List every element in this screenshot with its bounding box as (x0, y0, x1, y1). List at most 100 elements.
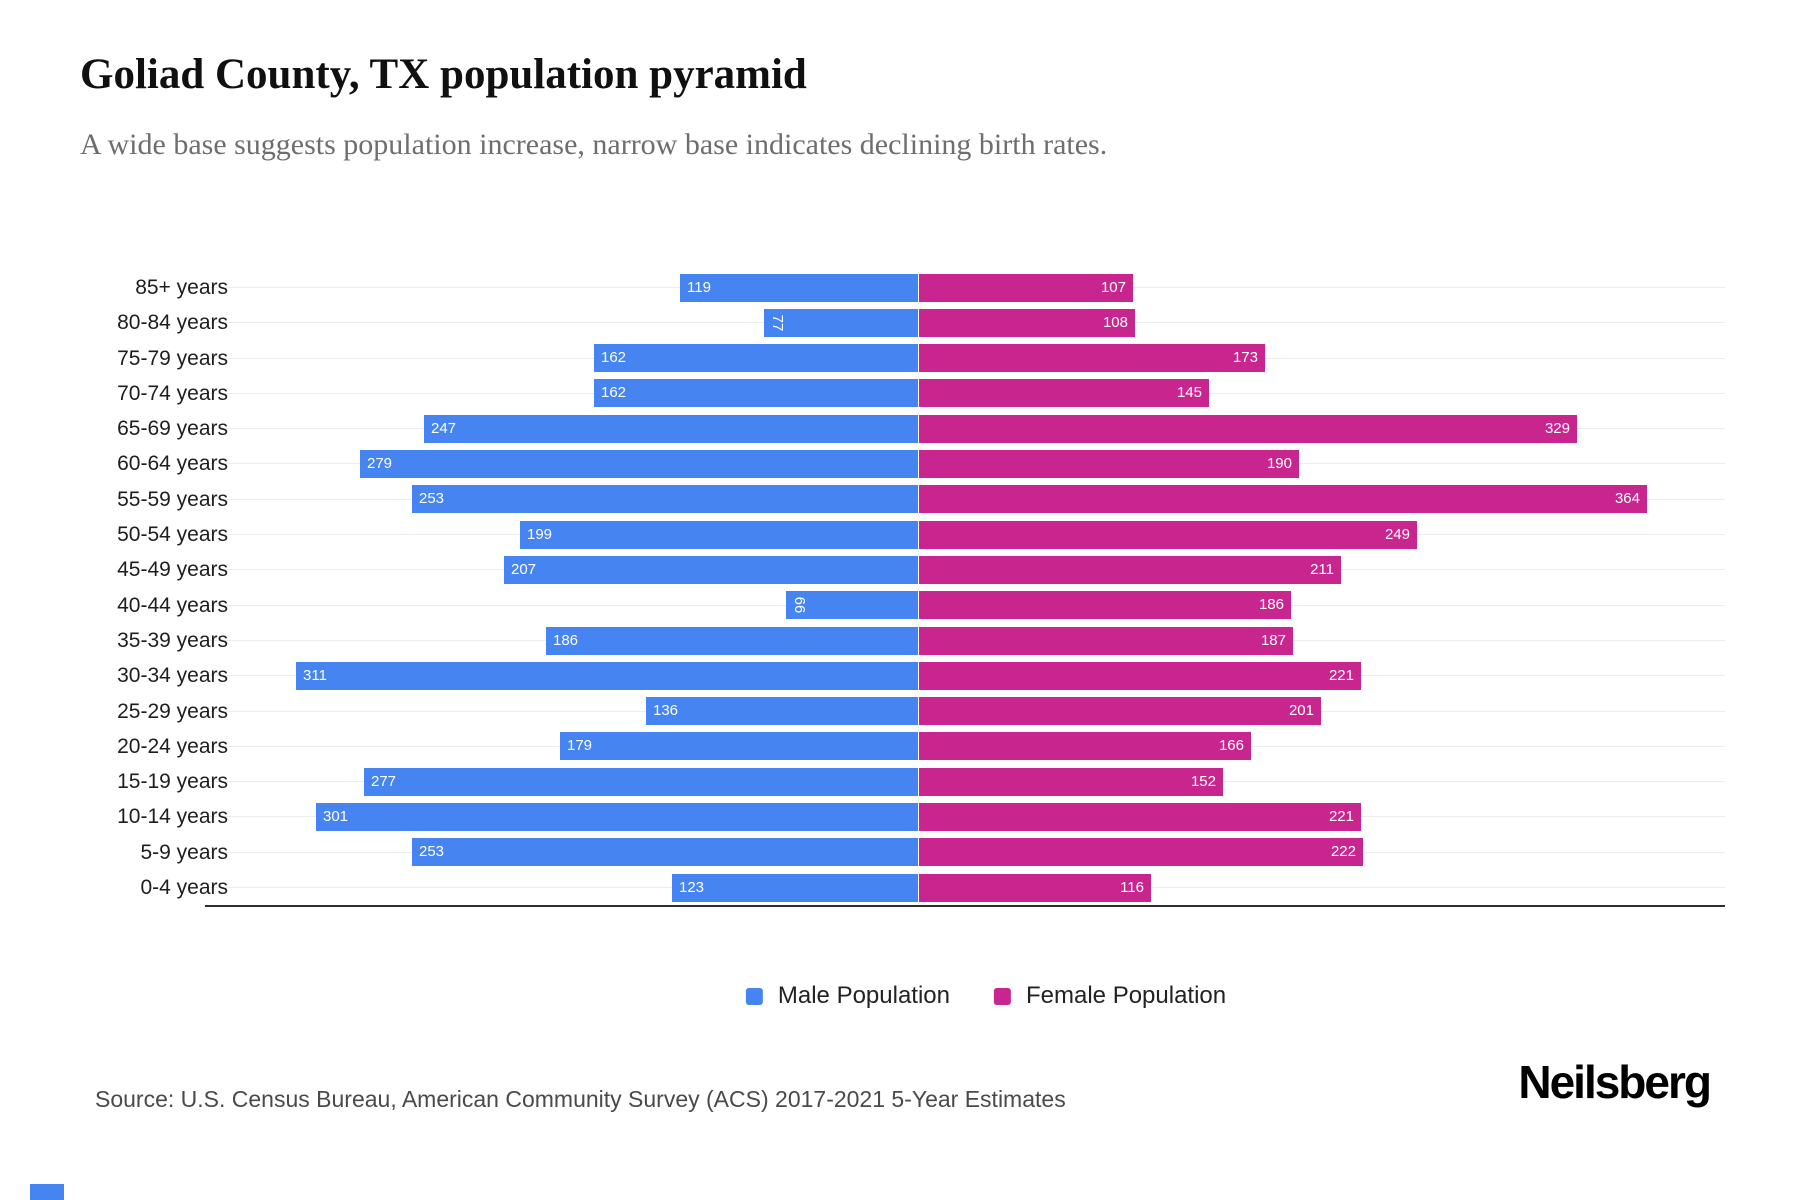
male-legend-swatch-icon (745, 987, 763, 1005)
legend-item-male[interactable]: Male Population (745, 982, 950, 1010)
male-bar[interactable]: 77 (764, 308, 918, 337)
page-subtitle: A wide base suggests population increase… (80, 128, 1108, 161)
age-tick-label: 30-34 years (117, 664, 228, 688)
female-bar[interactable]: 166 (919, 732, 1251, 761)
age-tick-label: 75-79 years (117, 346, 228, 370)
male-bar[interactable]: 136 (646, 697, 918, 726)
female-value-label: 108 (1102, 313, 1128, 331)
age-tick-label: 5-9 years (140, 840, 228, 864)
female-bar[interactable]: 173 (919, 344, 1265, 373)
pyramid-row: 75-79 years 162 173 (0, 341, 1800, 376)
pyramid-row: 20-24 years 179 166 (0, 729, 1800, 764)
male-value-label: 253 (419, 843, 445, 861)
female-value-label: 116 (1120, 878, 1144, 896)
female-value-label: 173 (1232, 349, 1258, 367)
female-value-label: 329 (1544, 419, 1570, 437)
age-tick-label: 10-14 years (117, 805, 228, 829)
male-bar[interactable]: 199 (520, 520, 918, 549)
age-tick-label: 20-24 years (117, 734, 228, 758)
male-bar[interactable]: 253 (412, 485, 918, 514)
female-value-label: 364 (1614, 490, 1640, 508)
age-tick-label: 15-19 years (117, 770, 228, 794)
male-value-label: 77 (769, 314, 787, 332)
male-value-label: 162 (601, 384, 627, 402)
female-value-label: 211 (1310, 560, 1334, 578)
male-bar[interactable]: 179 (560, 732, 918, 761)
female-bar[interactable]: 186 (919, 591, 1291, 620)
female-bar[interactable]: 364 (919, 485, 1647, 514)
female-bar[interactable]: 190 (919, 450, 1299, 479)
pyramid-row: 35-39 years 186 187 (0, 623, 1800, 658)
pyramid-row: 65-69 years 247 329 (0, 411, 1800, 446)
female-bar[interactable]: 249 (919, 520, 1417, 549)
female-bar[interactable]: 222 (919, 838, 1363, 867)
female-value-label: 222 (1330, 843, 1356, 861)
male-value-label: 119 (687, 278, 711, 296)
female-bar[interactable]: 221 (919, 803, 1361, 832)
female-bar[interactable]: 221 (919, 661, 1361, 690)
male-value-label: 253 (419, 490, 445, 508)
male-value-label: 162 (601, 349, 627, 367)
female-value-label: 201 (1288, 702, 1314, 720)
source-attribution: Source: U.S. Census Bureau, American Com… (95, 1086, 1066, 1112)
pyramid-row: 30-34 years 311 221 (0, 658, 1800, 693)
pyramid-row: 10-14 years 301 221 (0, 799, 1800, 834)
age-tick-label: 35-39 years (117, 628, 228, 652)
x-axis-line (205, 905, 1725, 907)
male-bar[interactable]: 253 (412, 838, 918, 867)
pyramid-row: 60-64 years 279 190 (0, 446, 1800, 481)
male-value-label: 186 (553, 631, 579, 649)
male-bar[interactable]: 123 (672, 873, 918, 902)
male-value-label: 123 (679, 878, 705, 896)
female-bar[interactable]: 108 (919, 308, 1135, 337)
female-value-label: 166 (1218, 737, 1244, 755)
female-bar[interactable]: 211 (919, 555, 1341, 584)
age-tick-label: 45-49 years (117, 558, 228, 582)
pyramid-row: 85+ years 119 107 (0, 270, 1800, 305)
pyramid-row: 50-54 years 199 249 (0, 517, 1800, 552)
pyramid-row: 15-19 years 277 152 (0, 764, 1800, 799)
age-tick-label: 25-29 years (117, 699, 228, 723)
male-value-label: 277 (371, 772, 397, 790)
male-bar[interactable]: 207 (504, 555, 918, 584)
female-bar[interactable]: 329 (919, 414, 1577, 443)
female-bar[interactable]: 145 (919, 379, 1209, 408)
female-value-label: 190 (1266, 455, 1292, 473)
male-value-label: 301 (323, 808, 349, 826)
female-value-label: 221 (1328, 808, 1354, 826)
pyramid-row: 70-74 years 162 145 (0, 376, 1800, 411)
age-tick-label: 60-64 years (117, 452, 228, 476)
legend-item-label: Female Population (1026, 982, 1227, 1009)
age-tick-label: 80-84 years (117, 311, 228, 335)
male-bar[interactable]: 162 (594, 379, 918, 408)
male-bar[interactable]: 311 (296, 661, 918, 690)
female-legend-swatch-icon (994, 987, 1011, 1005)
male-value-label: 207 (511, 560, 537, 578)
pyramid-row: 80-84 years 77 108 (0, 305, 1800, 340)
male-bar[interactable]: 279 (360, 450, 918, 479)
male-bar[interactable]: 301 (316, 803, 918, 832)
neilsberg-logo[interactable]: Neilsberg (1518, 1056, 1712, 1108)
male-bar[interactable]: 119 (680, 273, 918, 302)
male-bar[interactable]: 66 (786, 591, 918, 620)
male-value-label: 279 (367, 455, 393, 473)
female-value-label: 186 (1258, 596, 1284, 614)
female-bar[interactable]: 116 (919, 873, 1151, 902)
male-bar[interactable]: 277 (364, 767, 918, 796)
male-value-label: 311 (303, 666, 327, 684)
female-bar[interactable]: 201 (919, 697, 1321, 726)
age-tick-label: 50-54 years (117, 523, 228, 547)
male-bar[interactable]: 247 (424, 414, 918, 443)
female-bar[interactable]: 152 (919, 767, 1223, 796)
pyramid-chart: 85+ years 119 107 80-84 years 77 108 75-79 yea… (0, 270, 1800, 906)
male-bar[interactable]: 186 (546, 626, 918, 655)
female-bar[interactable]: 107 (919, 273, 1133, 302)
legend-item-label: Male Population (777, 982, 950, 1009)
male-bar[interactable]: 162 (594, 344, 918, 373)
female-bar[interactable]: 187 (919, 626, 1293, 655)
legend-item-female[interactable]: Female Population (994, 982, 1226, 1010)
pyramid-row: 45-49 years 207 211 (0, 552, 1800, 587)
female-value-label: 187 (1260, 631, 1286, 649)
pyramid-row: 25-29 years 136 201 (0, 694, 1800, 729)
